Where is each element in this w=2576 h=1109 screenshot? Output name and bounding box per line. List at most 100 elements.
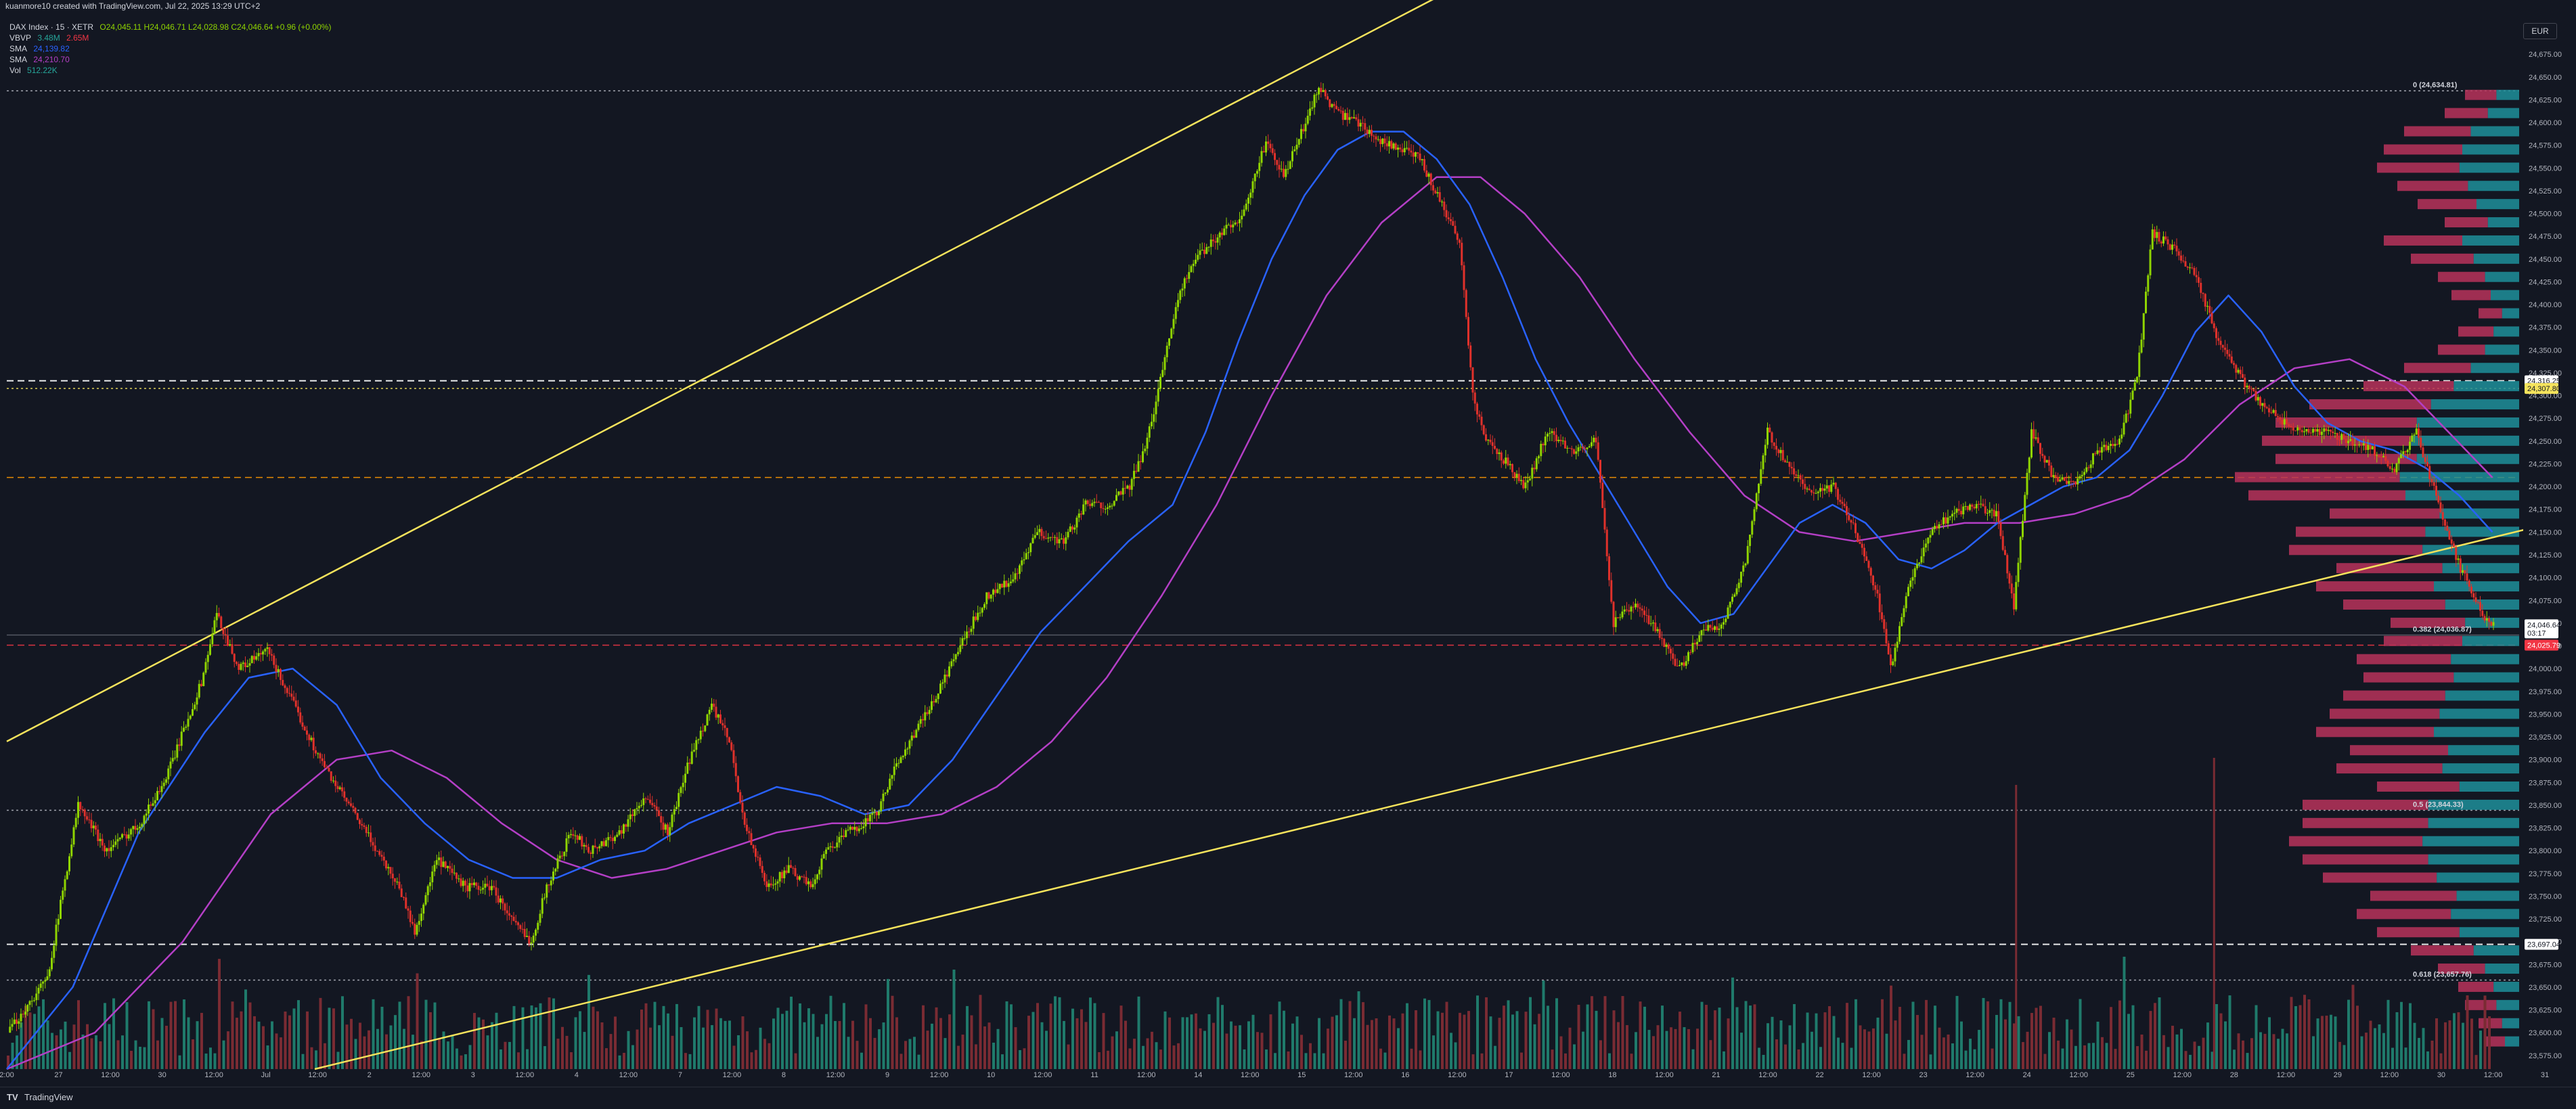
candle-body [1540,444,1542,457]
candle-body [308,734,311,740]
time-tick-label: 12:00 [101,1071,120,1079]
candle-body [1135,470,1138,472]
volume-bar [1212,1022,1215,1069]
legend-indicator-sma-fast[interactable]: SMA 24,139.82 [9,43,331,54]
legend-symbol-row[interactable]: DAX Index · 15 · XETR O24,045.11 H24,046… [9,22,331,32]
candle-body [2198,277,2200,283]
candle-body [1691,643,1694,652]
candle-body [1649,623,1652,625]
vp-row-up [2462,235,2519,246]
volume-bar [1797,1049,1800,1069]
tradingview-logo[interactable]: TV TradingView [7,1092,73,1102]
volume-bar [596,1011,599,1069]
volume-bar [2347,999,2350,1069]
candle-body [1267,141,1270,144]
candle-body [1003,581,1006,588]
volume-bar [987,1022,991,1069]
candle-body [1568,447,1571,449]
candle-body [1839,499,1842,502]
candle-body [728,737,730,743]
candle-body [922,719,924,721]
symbol-info[interactable]: DAX Index · 15 · XETR [9,22,94,32]
volume-bar [662,1005,665,1069]
candle-body [1599,459,1601,483]
candle-body [1855,523,1857,534]
volume-bar [42,999,45,1069]
candle-body [1016,573,1019,574]
candle-body [1700,630,1703,635]
vp-row-up [2451,909,2519,920]
candle-body [933,701,935,703]
candle-body [2362,443,2365,446]
candle-body [370,832,372,842]
vp-row-down [2343,599,2445,610]
candle-body [1113,501,1115,506]
volume-bar [1256,1032,1259,1069]
currency-button[interactable]: EUR [2523,23,2557,39]
volume-bar [1665,1031,1668,1069]
candle-body [2142,313,2145,340]
candle-body [1623,609,1626,612]
candle-body [1603,507,1606,530]
volume-bar [2228,995,2231,1069]
candle-body [1643,610,1645,615]
candle-body [1857,533,1859,543]
candle-body [743,812,746,825]
volume-bar [2312,1036,2315,1069]
candle-body [2303,431,2305,432]
volume-bar [16,1035,18,1069]
candle-body [1771,432,1773,443]
legend-indicator-vbvp[interactable]: VBVP 3.48M 2.65M [9,32,331,43]
volume-bar [288,1015,291,1069]
candle-body [1848,515,1850,520]
legend-indicator-sma-slow[interactable]: SMA 24,210.70 [9,54,331,65]
candle-body [2052,475,2055,478]
volume-bar [2351,984,2355,1069]
candle-body [2043,455,2046,463]
vp-row-up [2445,690,2519,701]
candle-body [33,1000,35,1001]
candle-body [600,841,603,846]
volume-bar [2382,1033,2385,1069]
volume-bar [1515,1011,1519,1069]
price-tick-label: 24,275.00 [2529,415,2562,423]
time-tick-label: 27 [54,1071,62,1079]
candle-body [2217,338,2220,341]
candle-body [1467,317,1469,346]
candle-body [2004,549,2006,556]
candle-body [2490,622,2493,626]
candle-body [2453,543,2455,547]
time-tick-label: 12:00 [930,1071,949,1079]
volume-bar [1942,1037,1945,1069]
vp-row-up [2434,581,2519,592]
candle-body [1054,537,1056,538]
candle-body [101,838,104,846]
legend: DAX Index · 15 · XETR O24,045.11 H24,046… [9,22,331,76]
volume-bar [1067,1044,1070,1069]
candle-body [2477,602,2479,603]
volume-bar [2435,1018,2438,1069]
vp-row-up [2462,635,2519,646]
volume-bar [1938,1027,1941,1069]
time-tick-label: 21 [1712,1071,1720,1079]
candle-body [2131,390,2134,400]
candle-body [2472,593,2475,597]
candle-body [1696,641,1698,645]
vp-row-down [2465,999,2497,1010]
vp-row-up [2442,763,2519,774]
candle-body [194,704,196,710]
candle-body [880,801,883,811]
volume-bar [1612,1010,1616,1069]
candle-body [299,712,302,723]
candle-body [1452,221,1454,226]
volume-bar [2334,1016,2337,1069]
candle-body [1742,565,1745,572]
candle-body [1617,617,1619,618]
candle-body [2037,437,2039,443]
volume-bar [1265,1049,1268,1069]
candle-body [558,855,561,859]
legend-indicator-vol[interactable]: Vol 512.22K [9,65,331,76]
candle-body [711,703,713,710]
